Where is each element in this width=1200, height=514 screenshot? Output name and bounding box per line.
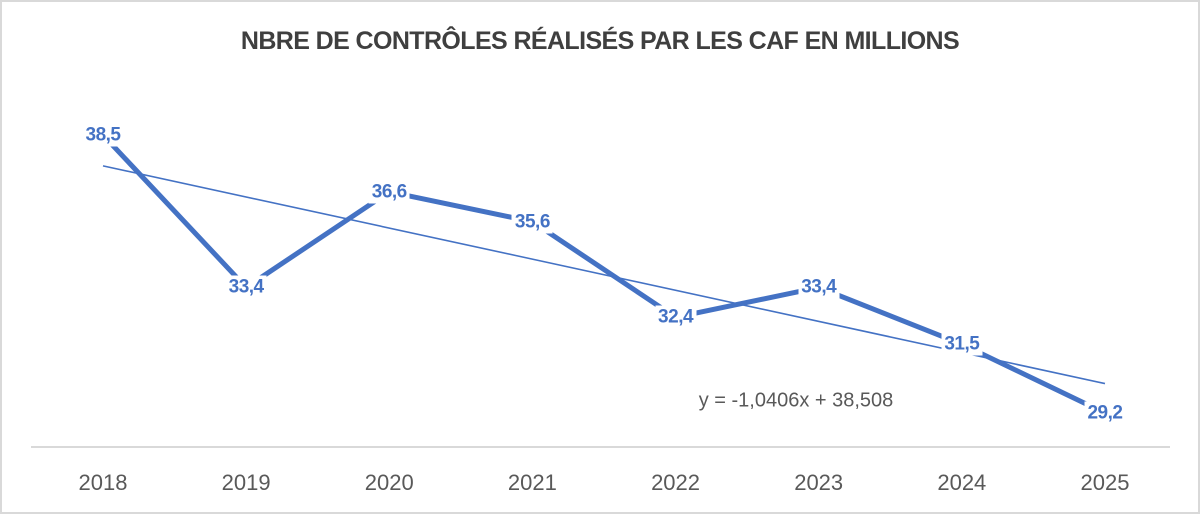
- data-point-label: 33,4: [225, 275, 267, 299]
- data-point-label: 29,2: [1084, 401, 1126, 425]
- data-point-label: 38,5: [82, 123, 124, 147]
- x-axis-line: [31, 446, 1170, 448]
- trendline: [102, 165, 1106, 385]
- x-axis-tick-label: 2025: [1080, 470, 1130, 495]
- x-axis-tick-label: 2021: [507, 470, 557, 495]
- x-axis-tick-label: 2018: [78, 470, 128, 495]
- data-point-label: 32,4: [655, 305, 697, 329]
- x-axis-tick-label: 2020: [364, 470, 414, 495]
- chart-title: NBRE DE CONTRÔLES RÉALISÉS PAR LES CAF E…: [240, 27, 960, 55]
- data-series-line: [100, 132, 1108, 416]
- data-point-label: 31,5: [941, 332, 983, 356]
- trendline-equation: y = -1,0406x + 38,508: [698, 389, 894, 412]
- x-axis-tick-label: 2019: [221, 470, 271, 495]
- x-axis-tick-label: 2022: [651, 470, 701, 495]
- x-axis-tick-label: 2024: [937, 470, 987, 495]
- data-point-label: 35,6: [511, 210, 553, 234]
- data-point-label: 36,6: [368, 180, 410, 204]
- x-axis-tick-label: 2023: [794, 470, 844, 495]
- data-point-label: 33,4: [798, 275, 840, 299]
